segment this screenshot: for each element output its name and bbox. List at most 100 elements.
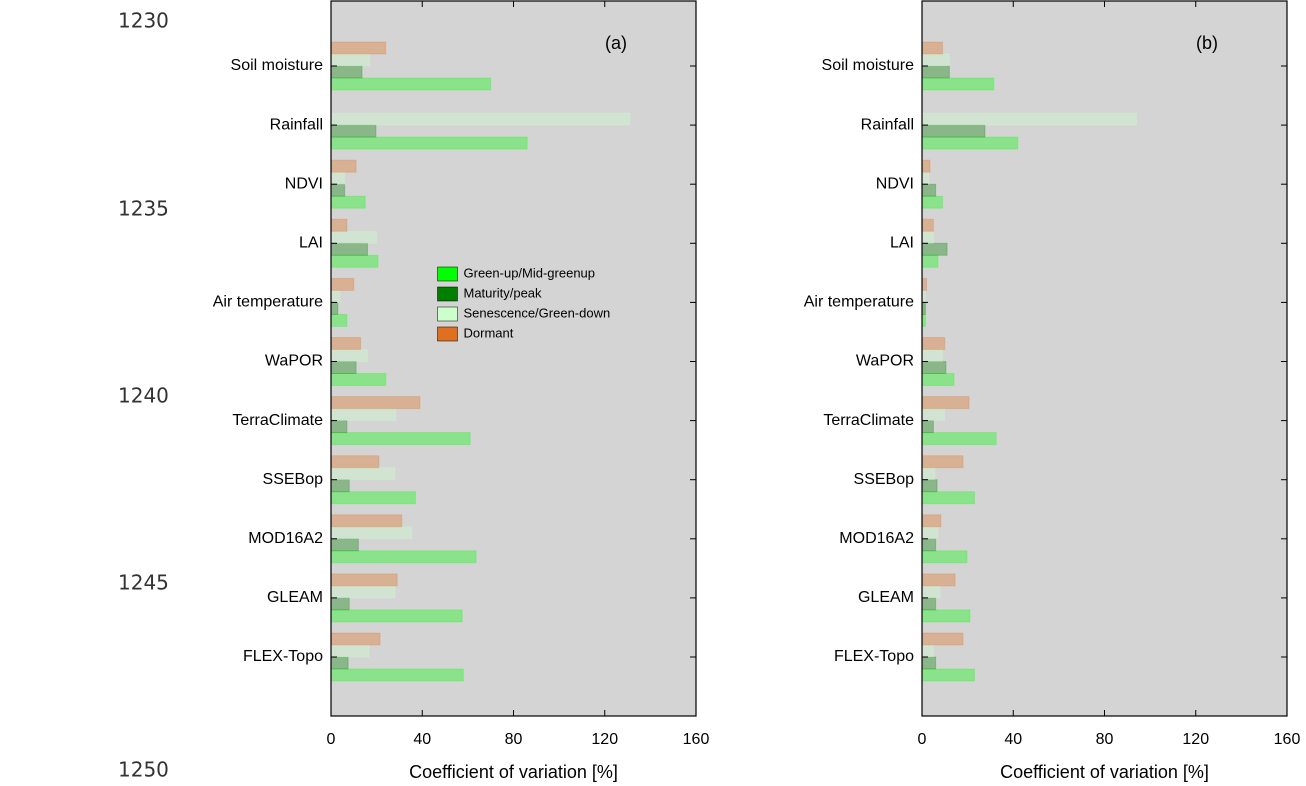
bar	[921, 77, 995, 91]
bar	[330, 455, 380, 469]
bar	[921, 644, 934, 658]
line-number: 1235	[118, 197, 169, 221]
bar	[330, 467, 396, 481]
bar	[330, 183, 346, 197]
bar	[330, 277, 355, 291]
bar	[330, 420, 348, 434]
bar	[921, 597, 937, 611]
bar	[330, 349, 368, 362]
bar	[921, 668, 975, 682]
bar	[921, 195, 944, 209]
bar	[921, 573, 956, 587]
bar	[921, 373, 955, 386]
bar	[330, 41, 387, 55]
x-tick-label: 40	[413, 731, 431, 748]
y-tick-label: FLEX-Topo	[834, 648, 914, 665]
x-tick-label: 120	[1182, 731, 1209, 748]
bar	[921, 467, 936, 481]
legend-swatch	[437, 306, 458, 322]
y-tick-label: FLEX-Topo	[243, 648, 323, 665]
y-tick-label: SSEBop	[854, 471, 915, 488]
bar	[921, 514, 942, 528]
bar	[921, 455, 964, 469]
bar	[921, 218, 934, 232]
bar	[330, 597, 350, 611]
bar	[330, 573, 398, 587]
x-tick-label: 80	[1096, 731, 1114, 748]
x-tick-label: 0	[918, 731, 927, 748]
bar	[921, 361, 947, 374]
bar	[330, 313, 348, 327]
bar	[921, 159, 931, 173]
bar	[921, 242, 948, 256]
x-tick-label: 160	[1274, 731, 1301, 748]
y-tick-label: SSEBop	[263, 471, 324, 488]
bar	[330, 491, 416, 505]
bar	[330, 53, 371, 67]
bar	[330, 159, 357, 173]
bar	[921, 65, 950, 79]
bar	[921, 656, 937, 670]
bar	[921, 136, 1019, 150]
bar	[921, 432, 997, 446]
bar	[921, 124, 986, 138]
y-tick-label: LAI	[890, 235, 914, 252]
y-tick-label: Soil moisture	[231, 57, 324, 74]
y-tick-label: MOD16A2	[248, 530, 323, 547]
y-tick-label: MOD16A2	[839, 530, 914, 547]
bar	[921, 349, 944, 362]
y-tick-label: TerraClimate	[232, 412, 323, 429]
bar	[330, 124, 377, 138]
bar	[921, 41, 944, 55]
bar	[330, 361, 357, 374]
bar	[921, 396, 970, 410]
bar	[330, 396, 421, 410]
bar	[921, 230, 934, 244]
plot-area	[331, 1, 696, 716]
legend-label: Maturity/peak	[464, 285, 543, 300]
bar	[921, 53, 950, 67]
bar	[330, 644, 370, 658]
plot-area	[922, 1, 1287, 716]
legend-swatch	[437, 326, 458, 342]
bar	[921, 609, 971, 623]
bar	[921, 408, 946, 422]
plot-frame	[921, 0, 1288, 717]
bar	[330, 301, 339, 315]
bar	[921, 550, 968, 564]
y-tick-label: NDVI	[876, 175, 914, 192]
x-tick-label: 120	[591, 731, 618, 748]
bar	[921, 171, 930, 185]
y-tick-label: GLEAM	[858, 589, 914, 606]
y-tick-label: TerraClimate	[823, 412, 914, 429]
bar	[921, 585, 941, 599]
line-number: 1240	[118, 384, 169, 408]
bar	[330, 65, 363, 79]
bar	[330, 337, 362, 350]
y-tick-label: Rainfall	[861, 116, 914, 133]
x-tick-label: 40	[1004, 731, 1022, 748]
bar	[330, 195, 366, 209]
bar	[330, 171, 346, 185]
bar	[921, 112, 1137, 126]
bar	[330, 526, 413, 540]
x-tick-label: 160	[683, 731, 710, 748]
bar	[330, 432, 471, 446]
y-tick-label: WaPOR	[265, 353, 323, 370]
x-axis-label: Coefficient of variation [%]	[1000, 762, 1209, 782]
bar	[330, 77, 492, 91]
line-number: 1245	[118, 571, 169, 595]
y-tick-label: Air temperature	[804, 294, 914, 311]
x-tick-label: 80	[505, 731, 523, 748]
legend-label: Senescence/Green-down	[464, 305, 611, 320]
bar	[921, 538, 937, 552]
bar	[330, 656, 349, 670]
y-tick-label: WaPOR	[856, 353, 914, 370]
bar	[921, 337, 946, 350]
bar	[921, 254, 939, 268]
bar	[921, 479, 938, 493]
bar	[921, 277, 928, 291]
bar	[330, 242, 368, 256]
x-axis-label: Coefficient of variation [%]	[409, 762, 618, 782]
